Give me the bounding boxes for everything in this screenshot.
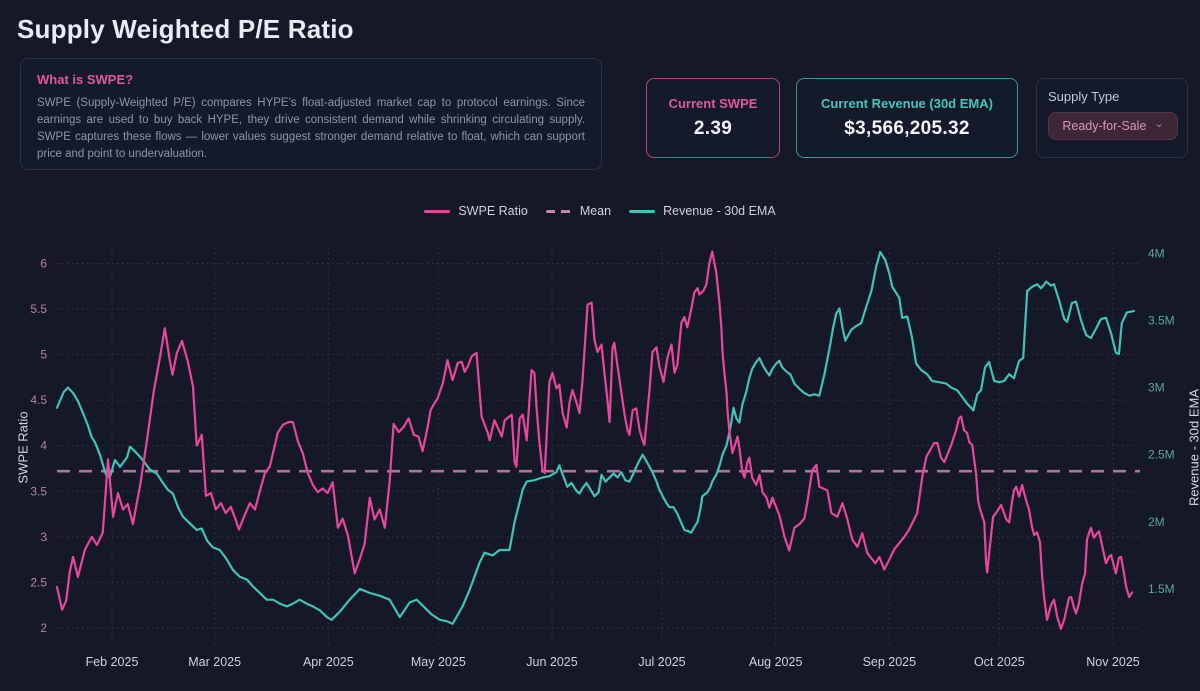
mean-line-swatch [545,209,572,213]
supply-type-label: Supply Type [1048,89,1120,104]
y-right-tick: 3M [1148,381,1165,395]
legend-label: Revenue - 30d EMA [663,204,776,218]
x-axis-tick: Apr 2025 [303,655,354,669]
current-revenue-label: Current Revenue (30d EMA) [821,96,993,111]
y-right-tick: 4M [1148,246,1165,260]
y-right-tick: 1.5M [1148,582,1175,596]
page-title: Supply Weighted P/E Ratio [17,14,354,44]
x-axis-tick: Sep 2025 [863,655,917,669]
legend-label: Mean [579,204,612,218]
chevron-down-icon: ⌄ [1154,117,1164,130]
y-left-tick: 5.5 [30,302,47,316]
x-axis-tick: Jul 2025 [638,655,685,669]
x-axis-tick: Jun 2025 [526,655,577,669]
x-axis-tick: Aug 2025 [749,655,803,669]
legend-label: SWPE Ratio [458,204,528,218]
x-axis-tick: Mar 2025 [188,655,241,669]
y-left-tick: 3.5 [30,484,47,498]
supply-type-selected-value: Ready-for-Sale [1062,119,1147,133]
y-left-tick: 2 [40,621,47,635]
swpe-line-swatch [424,209,451,213]
legend-item-swpe[interactable]: SWPE Ratio [424,204,528,218]
current-swpe-value: 2.39 [693,118,733,139]
chart-legend: SWPE Ratio Mean Revenue - 30d EMA [0,204,1200,218]
y-left-tick: 5 [40,348,47,362]
info-body: SWPE (Supply-Weighted P/E) compares HYPE… [37,97,585,161]
x-axis-tick: Feb 2025 [86,655,139,669]
x-axis-tick: Oct 2025 [974,655,1025,669]
y-left-tick: 4.5 [30,393,47,407]
revenue-line [55,250,1136,625]
legend-item-mean[interactable]: Mean [545,204,612,218]
y-right-tick: 2.5M [1148,448,1175,462]
revenue-line-swatch [629,209,656,213]
legend-item-revenue[interactable]: Revenue - 30d EMA [629,204,776,218]
supply-type-select[interactable]: Ready-for-Sale ⌄ [1048,112,1178,140]
y-left-tick: 3 [40,530,47,544]
x-axis-tick: May 2025 [411,655,466,669]
supply-type-panel: Supply Type Ready-for-Sale ⌄ [1036,78,1188,158]
y-axis-title-left: SWPE Ratio [15,411,31,484]
current-swpe-card: Current SWPE 2.39 [646,78,780,158]
y-right-tick: 2M [1148,515,1165,529]
swpe-info-box: What is SWPE? SWPE (Supply-Weighted P/E)… [20,58,602,170]
info-heading: What is SWPE? [37,72,134,87]
y-left-tick: 2.5 [30,575,47,589]
current-swpe-label: Current SWPE [668,96,758,111]
y-axis-title-right: Revenue - 30d EMA [1186,388,1200,507]
x-axis-tick: Nov 2025 [1086,655,1140,669]
y-left-tick: 6 [40,256,47,270]
y-right-tick: 3.5M [1148,313,1175,327]
swpe-line [55,250,1134,631]
current-revenue-card: Current Revenue (30d EMA) $3,566,205.32 [796,78,1018,158]
current-revenue-value: $3,566,205.32 [844,118,970,139]
y-left-tick: 4 [40,439,47,453]
